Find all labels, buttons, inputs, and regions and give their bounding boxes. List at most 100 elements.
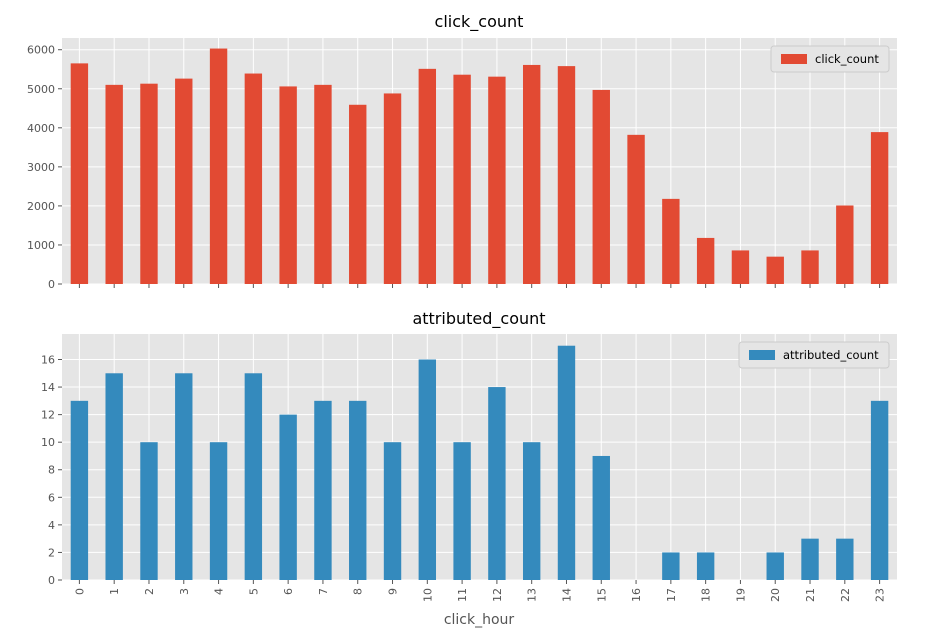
y-tick-label: 0	[48, 574, 55, 587]
bar	[244, 73, 263, 285]
bar	[766, 552, 784, 580]
x-tick-label: 12	[491, 588, 504, 602]
x-tick-label: 2	[143, 588, 156, 595]
bar	[766, 256, 784, 284]
x-tick-label: 16	[630, 588, 643, 602]
bar	[105, 373, 123, 580]
y-tick-label: 12	[41, 409, 55, 422]
x-tick-label: 5	[247, 588, 260, 595]
x-tick-label: 6	[282, 588, 295, 595]
bar	[175, 78, 193, 284]
bar	[696, 237, 715, 284]
bar	[870, 400, 889, 580]
x-tick-label: 3	[178, 588, 191, 595]
legend-label: click_count	[815, 52, 879, 66]
bar	[870, 132, 889, 284]
bar	[418, 68, 437, 284]
plot-background	[62, 334, 897, 580]
legend: click_count	[770, 45, 890, 73]
bar	[314, 400, 332, 580]
x-tick-label: 1	[108, 588, 121, 595]
bar	[314, 84, 332, 284]
y-tick-label: 2000	[27, 200, 55, 213]
bar	[662, 198, 680, 284]
y-tick-label: 2	[48, 546, 55, 559]
y-tick-label: 8	[48, 464, 55, 477]
x-tick-label: 14	[560, 588, 573, 602]
bar	[592, 455, 610, 580]
bar	[418, 359, 437, 580]
x-tick-label: 0	[73, 588, 86, 595]
chart-click-count: 0 1000 2000 3000 4000 5000 6000 click_count cli…	[27, 12, 897, 291]
bar	[627, 134, 645, 284]
x-axis-label: click_hour	[444, 612, 515, 628]
bar	[279, 414, 297, 580]
bar	[488, 76, 506, 285]
bar	[105, 84, 123, 284]
bar	[209, 48, 228, 284]
x-tick-label: 17	[665, 588, 678, 602]
x-tick-label: 18	[700, 588, 713, 602]
x-tick-label: 9	[387, 588, 400, 595]
x-tick-label: 21	[804, 588, 817, 602]
chart-title: click_count	[435, 12, 524, 32]
x-tick-label: 20	[769, 588, 782, 602]
bar	[453, 442, 471, 580]
y-tick-label: 0	[48, 278, 55, 291]
bar	[801, 250, 819, 284]
bar	[557, 66, 576, 284]
y-tick-label: 4000	[27, 122, 55, 135]
bar	[836, 205, 854, 284]
bar	[140, 83, 158, 284]
bar	[801, 538, 819, 580]
x-tick-label: 19	[734, 588, 747, 602]
y-tick-label: 10	[41, 436, 55, 449]
bar	[836, 538, 854, 580]
bar	[383, 442, 402, 580]
bar	[592, 89, 610, 284]
bar	[70, 400, 89, 580]
bar	[522, 442, 541, 580]
y-tick-label: 16	[41, 353, 55, 366]
bar	[209, 442, 228, 580]
x-tick-label: 15	[595, 588, 608, 602]
y-tick-label: 5000	[27, 83, 55, 96]
bar	[522, 64, 541, 284]
y-tick-label: 6	[48, 491, 55, 504]
bar	[349, 104, 367, 285]
bar	[557, 345, 576, 580]
legend-box	[738, 341, 890, 369]
x-tick-label: 23	[874, 588, 887, 602]
x-tick-label: 22	[839, 588, 852, 602]
y-tick-label: 4	[48, 519, 55, 532]
legend-box	[770, 45, 890, 73]
x-tick-label: 10	[421, 588, 434, 602]
y-tick-label: 3000	[27, 161, 55, 174]
bar	[175, 373, 193, 580]
legend-swatch	[781, 54, 807, 64]
x-tick-label: 4	[213, 588, 226, 595]
bar	[70, 63, 89, 284]
x-tick-label: 13	[526, 588, 539, 602]
y-tick-label: 6000	[27, 44, 55, 57]
x-tick-label: 8	[352, 588, 365, 595]
y-tick-label: 1000	[27, 239, 55, 252]
bar	[140, 442, 158, 580]
bar	[244, 373, 263, 580]
bar	[279, 86, 297, 285]
x-tick-label: 11	[456, 588, 469, 602]
x-tick-label: 7	[317, 588, 330, 595]
bar	[662, 552, 680, 580]
bar	[488, 387, 506, 580]
plot-background	[62, 38, 897, 284]
y-tick-label: 14	[41, 381, 55, 394]
bar	[696, 552, 715, 580]
bar	[731, 250, 750, 284]
legend: attributed_count	[738, 341, 890, 369]
legend-label: attributed_count	[783, 348, 879, 362]
chart-title: attributed_count	[412, 309, 545, 329]
bar	[349, 400, 367, 580]
